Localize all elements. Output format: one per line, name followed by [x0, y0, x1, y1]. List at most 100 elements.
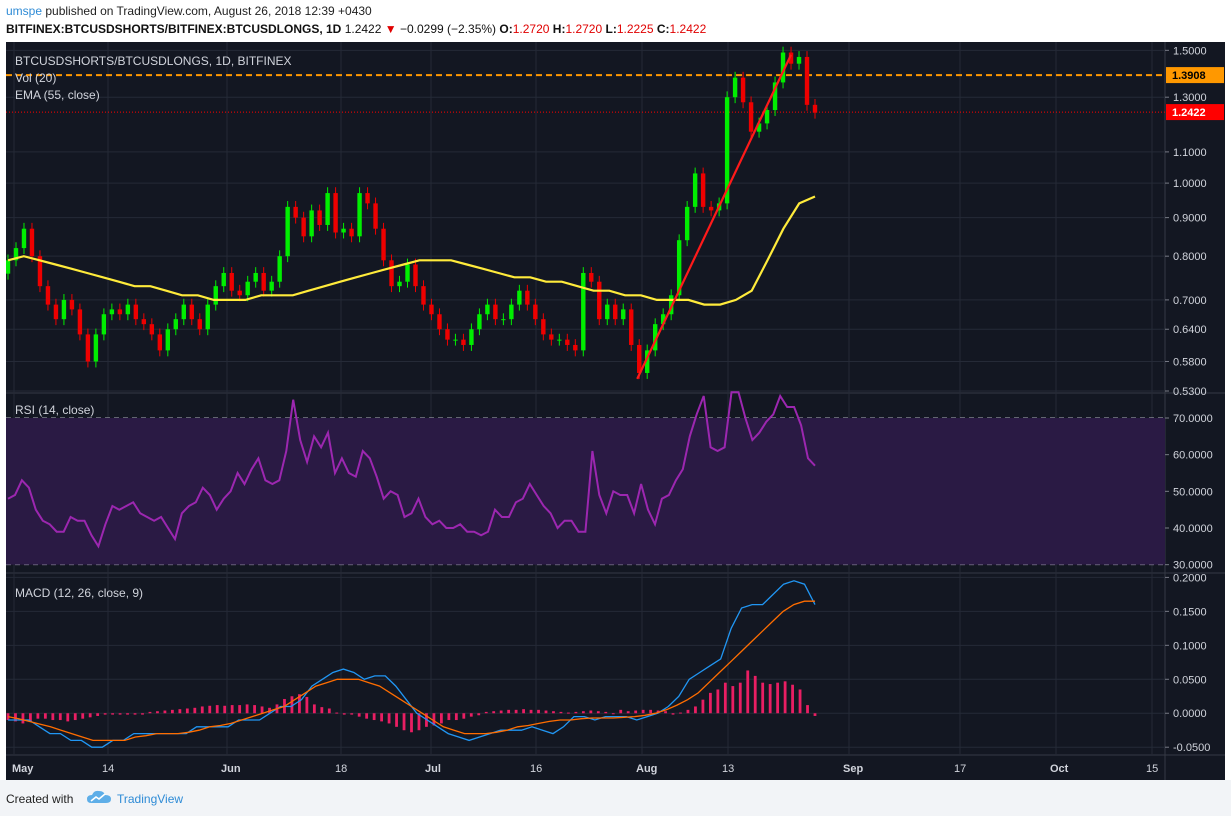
rsi-legend: RSI (14, close) [15, 403, 94, 417]
macd-histogram-bar [66, 713, 70, 722]
macd-histogram-bar [410, 713, 413, 733]
macd-histogram-bar [626, 711, 630, 714]
macd-histogram-bar [81, 713, 85, 719]
macd-histogram-bar [567, 712, 570, 714]
macd-histogram-bar [141, 713, 144, 715]
macd-histogram-bar [604, 711, 608, 714]
macd-histogram-bar [791, 684, 794, 714]
candle [397, 281, 402, 287]
candle [732, 77, 738, 98]
candle [341, 228, 346, 233]
macd-histogram-bar [619, 709, 623, 714]
macd-histogram-bar [552, 711, 555, 714]
candle [445, 329, 450, 340]
macd-histogram-bar [694, 706, 697, 714]
macd-histogram-bar [111, 713, 115, 715]
candle [509, 304, 514, 320]
macd-tick-label: -0.0500 [1173, 742, 1210, 754]
time-tick-label: Jun [221, 763, 241, 775]
macd-histogram-bar [708, 692, 712, 714]
candle [652, 324, 658, 351]
price-tick-label: 0.5300 [1173, 386, 1207, 398]
macd-histogram-bar [537, 709, 540, 714]
macd-histogram-bar [581, 711, 585, 714]
macd-histogram-bar [671, 713, 675, 715]
candle [349, 228, 354, 237]
macd-histogram-bar [514, 709, 518, 714]
candle [469, 329, 474, 345]
candle [125, 304, 131, 315]
candle [660, 314, 666, 325]
candle [245, 281, 250, 296]
time-tick-label: Jul [425, 763, 441, 775]
candle [788, 52, 794, 64]
publish-text: published on TradingView.com, August 26,… [42, 4, 372, 18]
macd-histogram-bar [806, 705, 809, 714]
down-arrow-icon: ▼ [384, 22, 397, 36]
macd-histogram-bar [462, 713, 466, 719]
rsi-tick-label: 40.0000 [1173, 523, 1213, 535]
candle [165, 329, 171, 351]
rsi-line [7, 391, 816, 549]
high-label: H: [552, 22, 566, 36]
macd-histogram-bar [290, 696, 294, 714]
macd-histogram-bar [327, 708, 331, 714]
macd-histogram-bar [342, 713, 346, 715]
macd-histogram-bar [223, 705, 227, 714]
candle [533, 304, 538, 320]
chart-svg[interactable]: 1.5000 1.3000 1.1000 1.0000 0.9000 0.8000 0.70… [6, 42, 1225, 780]
macd-histogram-bar [723, 682, 727, 714]
candle [109, 309, 115, 315]
macd-histogram-bar [148, 711, 152, 714]
macd-histogram-bar [649, 709, 653, 714]
price-tick-label: 0.8000 [1173, 251, 1207, 263]
candle [413, 264, 418, 287]
macd-tick-label: 0.0000 [1173, 708, 1207, 720]
price-tick-label: 1.1000 [1173, 147, 1207, 159]
candle [812, 104, 818, 113]
candle [189, 304, 194, 320]
time-tick-label: 17 [954, 763, 966, 775]
candle [389, 260, 394, 287]
candle [157, 334, 163, 351]
macd-histogram-bar [298, 694, 301, 714]
candle [261, 272, 266, 291]
macd-histogram-bar [200, 706, 204, 714]
open-value: 1.2720 [512, 22, 550, 36]
tradingview-link[interactable]: TradingView [117, 792, 184, 806]
macd-histogram-bar [731, 686, 735, 714]
macd-histogram-bar [813, 713, 817, 716]
macd-histogram-bar [768, 684, 772, 714]
candle [501, 319, 506, 321]
candle [589, 272, 594, 282]
macd-histogram-bar [126, 713, 129, 715]
author-link[interactable]: umspe [6, 4, 43, 18]
symbol-line: BITFINEX:BTCUSDSHORTS/BITFINEX:BTCUSDLON… [6, 22, 706, 36]
candle [605, 304, 610, 320]
candle [45, 286, 51, 305]
price-tick-label: 0.6400 [1173, 324, 1207, 336]
macd-histogram-bar [402, 713, 406, 731]
macd-histogram-bar [753, 675, 757, 714]
macd-tick-label: 0.1500 [1173, 606, 1207, 618]
candle [301, 217, 306, 237]
candle [277, 256, 282, 282]
macd-histogram-bar [417, 713, 421, 731]
candle [541, 319, 546, 335]
candle [173, 319, 178, 330]
chart-area[interactable]: 1.5000 1.3000 1.1000 1.0000 0.9000 0.8000 0.70… [6, 42, 1225, 780]
candle [133, 304, 139, 320]
macd-histogram-bar [312, 704, 316, 714]
volume-legend: Vol (20) [15, 71, 56, 85]
macd-histogram-bar [185, 708, 189, 714]
macd-histogram-bar [43, 713, 47, 719]
candle [357, 193, 362, 237]
time-tick-label: 18 [335, 763, 347, 775]
macd-signal-line [7, 600, 815, 742]
candle [461, 339, 466, 345]
main-legend: BTCUSDSHORTS/BTCUSDLONGS, 1D, BITFINEX [15, 54, 292, 68]
price-tick-label: 0.7000 [1173, 295, 1207, 307]
candle [621, 309, 626, 320]
macd-histogram-bar [439, 713, 443, 724]
price-change: −0.0299 (−2.35%) [399, 22, 497, 36]
